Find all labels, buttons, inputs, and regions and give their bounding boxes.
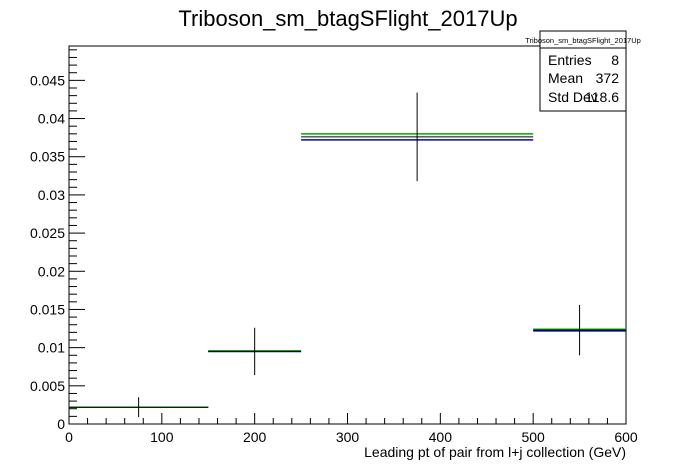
stats-entries-label: Entries: [548, 52, 592, 68]
y-tick-label: 0.01: [38, 340, 65, 356]
y-tick-label: 0.005: [30, 378, 65, 394]
y-tick-label: 0.03: [38, 187, 65, 203]
stats-mean-value: 372: [596, 70, 620, 86]
stats-stddev-value: 118.6: [585, 89, 619, 105]
y-tick-label: 0.02: [38, 263, 65, 279]
x-axis-label: Leading pt of pair from l+j collection (…: [364, 444, 626, 460]
stats-box-title: Triboson_sm_btagSFlight_2017Up: [525, 36, 641, 45]
y-tick-label: 0.015: [30, 301, 65, 317]
axes: 0 100 200 300 400 500 600 0 0.005 0.01 0.015 0.02 0.…: [30, 49, 638, 445]
x-tick-label: 0: [65, 429, 73, 445]
y-tick-label: 0.04: [38, 111, 65, 127]
chart-title: Triboson_sm_btagSFlight_2017Up: [178, 6, 517, 31]
y-tick-label: 0: [57, 416, 65, 432]
y-tick-label: 0.035: [30, 149, 65, 165]
x-tick-label: 100: [150, 429, 174, 445]
y-tick-label: 0.045: [30, 72, 65, 88]
stats-box: Triboson_sm_btagSFlight_2017Up Entries 8…: [525, 30, 641, 112]
x-tick-label: 300: [336, 429, 360, 445]
stats-box-frame: [539, 30, 627, 112]
stats-entries-value: 8: [611, 52, 619, 68]
data-points-layer: [69, 92, 626, 418]
x-tick-label: 400: [429, 429, 453, 445]
x-tick-label: 500: [521, 429, 545, 445]
stats-stddev-label: Std Dev: [548, 89, 598, 105]
series-layer: [69, 133, 626, 408]
stats-mean-label: Mean: [548, 70, 583, 86]
x-tick-label: 200: [243, 429, 267, 445]
y-tick-label: 0.025: [30, 225, 65, 241]
x-tick-label: 600: [614, 429, 638, 445]
